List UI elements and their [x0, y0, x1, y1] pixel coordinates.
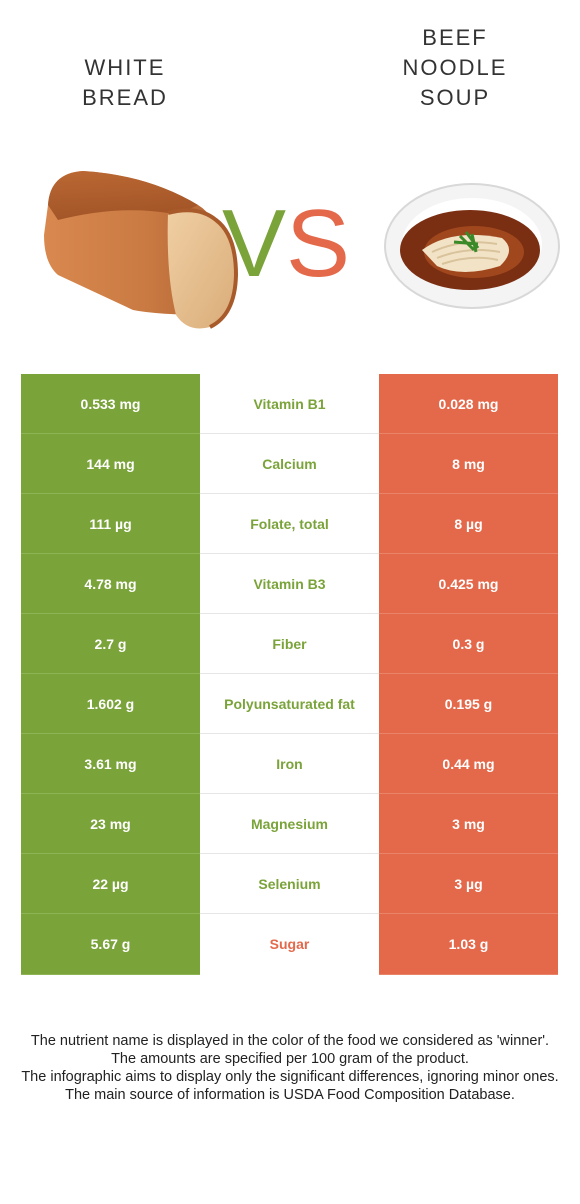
footnote: The nutrient name is displayed in the co… — [20, 1032, 560, 1104]
left-value: 4.78 mg — [21, 554, 200, 614]
nutrient-name: Selenium — [200, 854, 379, 913]
nutrient-row: 1.602 g Polyunsaturated fat 0.195 g — [21, 674, 558, 734]
right-value: 8 mg — [379, 434, 558, 494]
vs-label: VS — [222, 196, 350, 292]
nutrient-name: Magnesium — [200, 794, 379, 853]
nutrient-row: 3.61 mg Iron 0.44 mg — [21, 734, 558, 794]
left-value: 144 mg — [21, 434, 200, 494]
nutrient-row: 4.78 mg Vitamin B3 0.425 mg — [21, 554, 558, 614]
beef-noodle-soup-image — [384, 183, 560, 309]
nutrient-table: 0.533 mg Vitamin B1 0.028 mg 144 mg Calcium 8… — [21, 374, 558, 975]
right-value: 0.3 g — [379, 614, 558, 674]
nutrient-row: 23 mg Magnesium 3 mg — [21, 794, 558, 854]
right-food-title: BEEF NOODLE SOUP — [402, 25, 508, 110]
right-value: 3 mg — [379, 794, 558, 854]
nutrient-name: Sugar — [200, 914, 379, 974]
nutrient-name: Iron — [200, 734, 379, 793]
left-value: 5.67 g — [21, 914, 200, 975]
right-value: 0.425 mg — [379, 554, 558, 614]
left-value: 22 µg — [21, 854, 200, 914]
footnote-line: The infographic aims to display only the… — [21, 1069, 559, 1085]
right-value: 0.44 mg — [379, 734, 558, 794]
right-value: 0.028 mg — [379, 374, 558, 434]
nutrient-name: Vitamin B1 — [200, 374, 379, 433]
nutrient-row: 111 µg Folate, total 8 µg — [21, 494, 558, 554]
left-value: 3.61 mg — [21, 734, 200, 794]
left-value: 111 µg — [21, 494, 200, 554]
left-value: 1.602 g — [21, 674, 200, 734]
nutrient-name: Vitamin B3 — [200, 554, 379, 613]
nutrient-row: 144 mg Calcium 8 mg — [21, 434, 558, 494]
nutrient-row: 5.67 g Sugar 1.03 g — [21, 914, 558, 975]
right-value: 1.03 g — [379, 914, 558, 975]
left-value: 0.533 mg — [21, 374, 200, 434]
nutrient-name: Calcium — [200, 434, 379, 493]
white-bread-image — [44, 171, 238, 329]
footnote-line: The main source of information is USDA F… — [65, 1087, 515, 1103]
nutrient-row: 0.533 mg Vitamin B1 0.028 mg — [21, 374, 558, 434]
left-value: 23 mg — [21, 794, 200, 854]
footnote-line: The nutrient name is displayed in the co… — [30, 1033, 550, 1049]
right-value: 0.195 g — [379, 674, 558, 734]
nutrient-name: Fiber — [200, 614, 379, 673]
right-value: 8 µg — [379, 494, 558, 554]
left-value: 2.7 g — [21, 614, 200, 674]
vs-v: V — [222, 190, 287, 297]
nutrient-name: Folate, total — [200, 494, 379, 553]
vs-s: S — [286, 190, 351, 297]
nutrient-name: Polyunsaturated fat — [200, 674, 379, 733]
right-value: 3 µg — [379, 854, 558, 914]
nutrient-row: 22 µg Selenium 3 µg — [21, 854, 558, 914]
left-food-title: WHITE BREAD — [82, 55, 168, 110]
footnote-line: The amounts are specified per 100 gram o… — [111, 1051, 469, 1067]
nutrient-row: 2.7 g Fiber 0.3 g — [21, 614, 558, 674]
